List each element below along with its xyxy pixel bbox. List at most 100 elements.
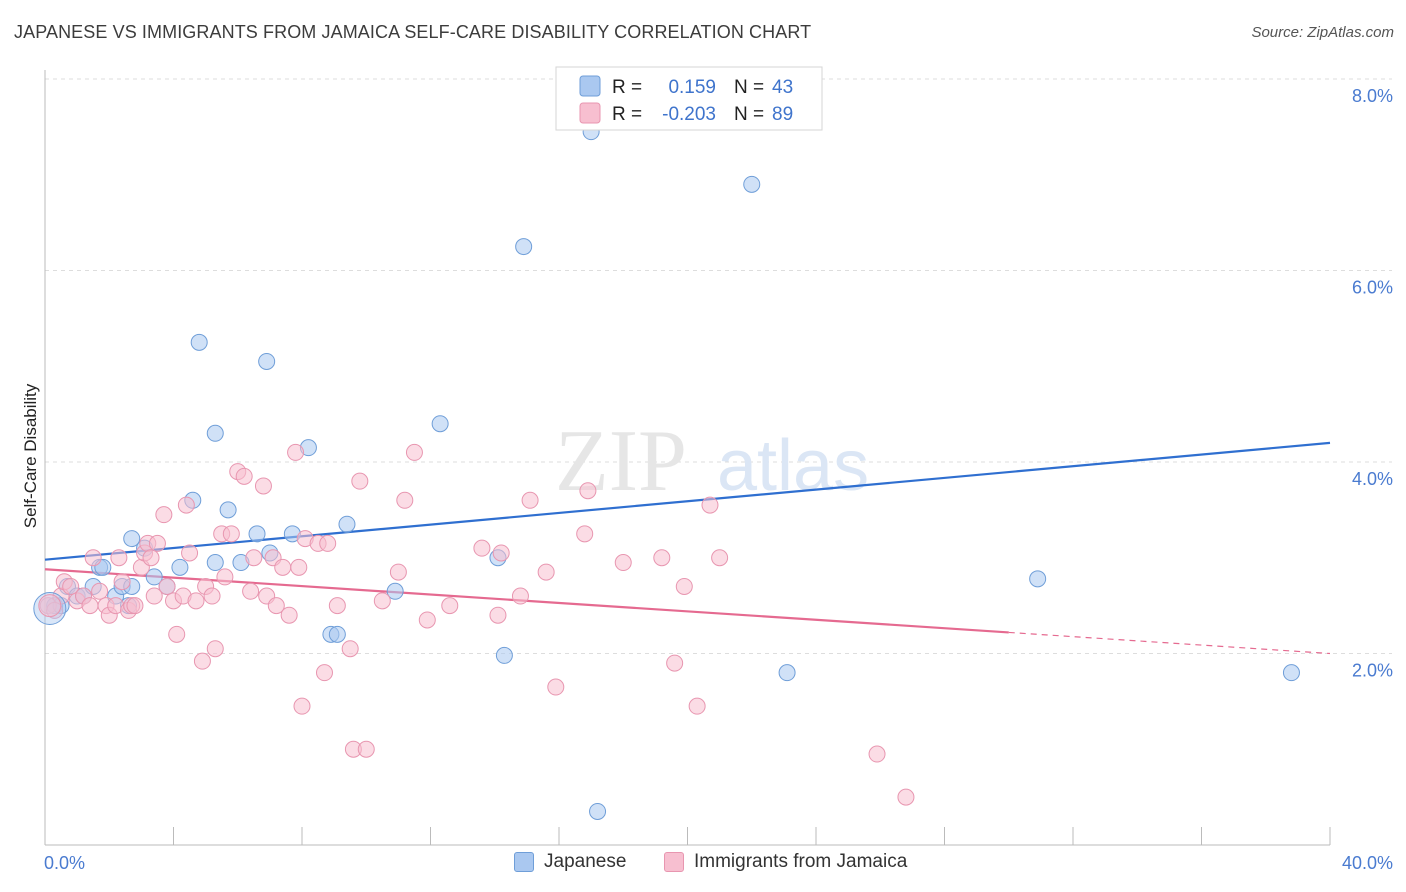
jamaica-point — [181, 544, 199, 562]
jamaica-point — [155, 506, 173, 524]
japanese-point — [338, 515, 356, 533]
jamaica-trend-line-extension — [1008, 631, 1331, 655]
jamaica-point — [701, 496, 719, 514]
jamaica-point — [206, 640, 224, 658]
jamaica-point — [110, 549, 128, 567]
japanese-point — [589, 802, 607, 820]
japanese-point — [248, 525, 266, 543]
jamaica-point — [441, 597, 459, 615]
jamaica-point — [148, 534, 166, 552]
japanese-point — [431, 415, 449, 433]
japanese-point — [206, 554, 224, 572]
legend-r-label: R = — [612, 77, 642, 98]
legend-r-value: -0.203 — [662, 104, 716, 125]
jamaica-point — [287, 443, 305, 461]
jamaica-point — [405, 443, 423, 461]
japanese-point — [123, 530, 141, 548]
jamaica-point — [38, 594, 62, 618]
jamaica-point — [328, 597, 346, 615]
jamaica-point — [868, 745, 886, 763]
jamaica-point — [142, 549, 160, 567]
jamaica-point — [521, 491, 539, 509]
jamaica-point — [418, 611, 436, 629]
jamaica-point — [396, 491, 414, 509]
jamaica-point — [653, 549, 671, 567]
source-label: Source: ZipAtlas.com — [1251, 24, 1394, 41]
data-points — [33, 84, 1300, 820]
jamaica-point — [267, 597, 285, 615]
japanese-point — [190, 333, 208, 351]
jamaica-point — [177, 496, 195, 514]
jamaica-point — [222, 525, 240, 543]
legend-r-label: R = — [612, 104, 642, 125]
japanese-point — [495, 646, 513, 664]
legend-item-jamaica[interactable]: Immigrants from Jamaica — [664, 851, 907, 873]
japanese-point — [386, 582, 404, 600]
jamaica-point — [187, 592, 205, 610]
jamaica-point — [579, 482, 597, 500]
jamaica-point — [242, 582, 260, 600]
jamaica-point — [126, 597, 144, 615]
series-legend: Japanese Immigrants from Jamaica — [0, 851, 1406, 879]
jamaica-point — [614, 554, 632, 572]
jamaica-point — [193, 652, 211, 670]
japanese-point — [145, 568, 163, 586]
watermark: ZIP atlas — [555, 413, 869, 510]
jamaica-point — [351, 472, 369, 490]
legend-label-jamaica: Immigrants from Jamaica — [694, 851, 908, 872]
japanese-point — [219, 501, 237, 519]
jamaica-point — [389, 563, 407, 581]
jamaica-point — [62, 577, 80, 595]
y-tick-label: 8.0% — [1352, 86, 1393, 106]
jamaica-point — [341, 640, 359, 658]
japanese-point — [778, 664, 796, 682]
jamaica-point — [235, 467, 253, 485]
jamaica-point — [113, 573, 131, 591]
jamaica-point — [511, 587, 529, 605]
chart-title: JAPANESE VS IMMIGRANTS FROM JAMAICA SELF… — [14, 22, 812, 42]
jamaica-point — [91, 582, 109, 600]
jamaica-point — [489, 606, 507, 624]
jamaica-point — [290, 558, 308, 576]
correlation-legend: R = 0.159 N = 43 R = -0.203 N = 89 — [555, 66, 823, 131]
legend-swatch-jamaica — [579, 102, 601, 124]
japanese-point — [743, 175, 761, 193]
japanese-point — [1282, 664, 1300, 682]
legend-n-value: 89 — [772, 104, 793, 125]
jamaica-point — [711, 549, 729, 567]
axes — [44, 70, 1331, 846]
jamaica-point — [84, 549, 102, 567]
legend-n-value: 43 — [772, 77, 793, 98]
japanese-point — [258, 352, 276, 370]
y-tick-label: 6.0% — [1352, 278, 1393, 298]
jamaica-point — [168, 625, 186, 643]
tick-labels: 2.0% 4.0% 6.0% 8.0% 0.0% 40.0% — [44, 86, 1393, 873]
legend-label-japanese: Japanese — [544, 851, 627, 872]
legend-item-japanese[interactable]: Japanese — [514, 851, 626, 873]
jamaica-point — [373, 592, 391, 610]
jamaica-point — [315, 664, 333, 682]
y-tick-label: 2.0% — [1352, 661, 1393, 681]
jamaica-point — [145, 587, 163, 605]
legend-swatch-japanese — [579, 75, 601, 97]
japanese-point — [1029, 570, 1047, 588]
jamaica-point — [675, 577, 693, 595]
japanese-point — [515, 238, 533, 256]
jamaica-point — [254, 477, 272, 495]
jamaica-point — [280, 606, 298, 624]
jamaica-point — [547, 678, 565, 696]
jamaica-point — [357, 740, 375, 758]
jamaica-point — [319, 534, 337, 552]
legend-r-value: 0.159 — [668, 77, 716, 98]
jamaica-point — [245, 549, 263, 567]
jamaica-point — [274, 558, 292, 576]
y-tick-label: 4.0% — [1352, 469, 1393, 489]
jamaica-point — [158, 577, 176, 595]
jamaica-point — [293, 697, 311, 715]
x-tick-label: 0.0% — [44, 853, 85, 873]
y-axis-label: Self-Care Disability — [21, 383, 40, 528]
jamaica-point — [688, 697, 706, 715]
jamaica-point — [576, 525, 594, 543]
japanese-point — [206, 424, 224, 442]
japanese-point — [328, 625, 346, 643]
